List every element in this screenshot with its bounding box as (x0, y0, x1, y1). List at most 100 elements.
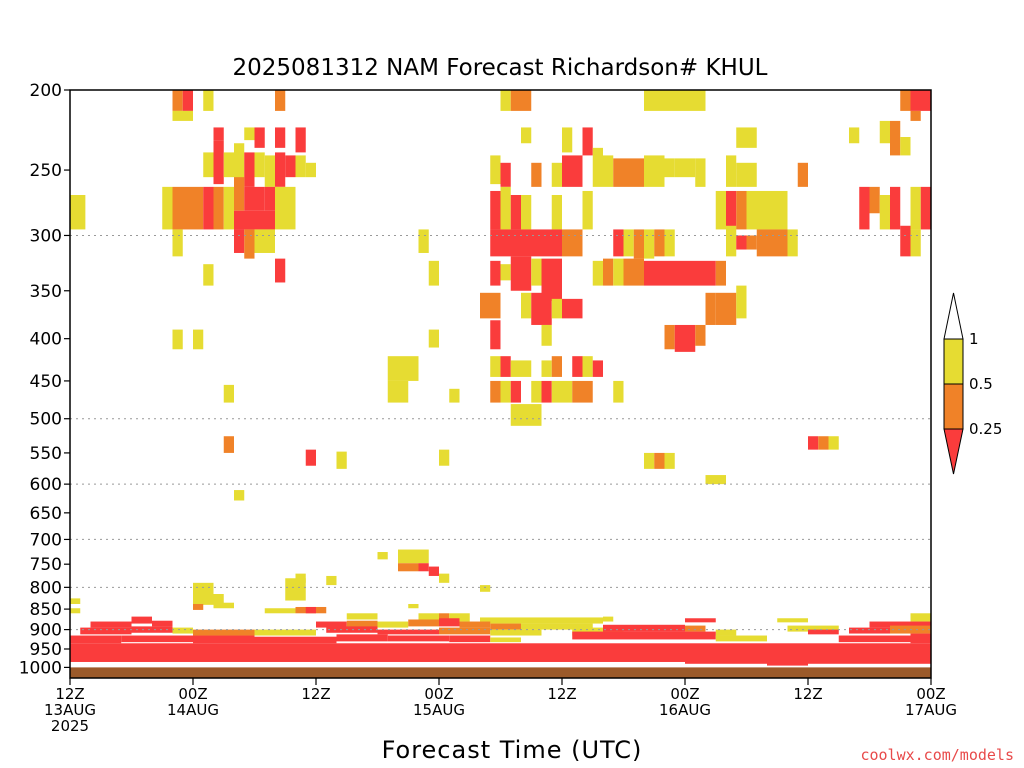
ri-cell (244, 152, 255, 187)
ri-cell (910, 633, 931, 644)
x-tick-label: 15AUG (413, 701, 465, 719)
ri-cell (70, 635, 122, 644)
ri-cell (480, 585, 491, 592)
ri-cell (152, 620, 173, 627)
ri-cell (572, 356, 583, 377)
ri-cell (695, 158, 706, 187)
ri-cell (644, 452, 655, 469)
ri-cell (285, 155, 296, 178)
ri-cell (592, 360, 603, 377)
ri-cell (787, 229, 798, 257)
ri-cell (644, 260, 716, 286)
ri-cell (777, 618, 808, 623)
ri-cell (736, 285, 747, 319)
ri-cell (275, 127, 286, 148)
ri-cell (603, 155, 614, 187)
ri-cell (685, 618, 716, 623)
ri-cell (490, 629, 542, 636)
ri-cell (685, 655, 798, 664)
ri-cell (654, 229, 665, 257)
ri-cell (172, 229, 183, 257)
y-tick-label: 200 (30, 81, 62, 101)
ri-cell (808, 645, 931, 664)
ri-cell (736, 235, 747, 250)
ri-cell (398, 563, 419, 572)
legend-tick-label: 0.5 (969, 375, 993, 393)
ri-cell (213, 602, 234, 609)
ri-cell (695, 324, 706, 346)
ri-cell (203, 90, 214, 111)
ri-cell (582, 190, 593, 230)
ri-cell (254, 229, 275, 253)
ri-cell (439, 627, 491, 635)
x-tick-label: 00Z (178, 685, 207, 703)
ri-cell (234, 229, 245, 253)
ri-cell (910, 613, 931, 622)
ri-cell (121, 635, 193, 643)
ri-cell (418, 563, 429, 572)
legend-swatch-orange (943, 383, 964, 430)
legend-tick-label: 0.25 (969, 420, 1002, 438)
ri-cell (603, 624, 685, 632)
ri-cell (890, 120, 901, 156)
ri-cell (572, 627, 624, 636)
ri-cell (377, 621, 409, 628)
ri-cell (264, 186, 275, 211)
ri-cell (439, 613, 450, 620)
ri-cell (849, 627, 890, 634)
ri-cell (193, 603, 204, 610)
ri-cell (264, 608, 296, 614)
ri-cell (234, 143, 245, 187)
ri-cell (459, 621, 491, 628)
ri-cell (254, 127, 265, 148)
ri-cell (275, 186, 296, 230)
ri-cell (562, 623, 593, 630)
ri-cell (705, 292, 716, 325)
ri-cell (541, 324, 552, 346)
legend-tip-low (943, 428, 964, 475)
ri-cell (203, 264, 214, 286)
ri-cell (613, 158, 644, 187)
ri-cell (346, 613, 378, 620)
color-legend: 1 0.5 0.25 (943, 292, 1002, 475)
ri-cell (223, 186, 234, 230)
ri-cell (603, 258, 614, 286)
ri-cell (582, 127, 593, 156)
ri-cell (490, 320, 501, 350)
ri-cell (633, 229, 644, 259)
ri-cell (674, 324, 696, 352)
ri-cell (500, 380, 511, 403)
ri-cell (572, 380, 583, 403)
ground-surface (70, 667, 931, 678)
ri-cell (572, 631, 716, 640)
y-tick-label: 450 (30, 372, 62, 392)
y-tick-label: 950 (30, 640, 62, 660)
ri-cell (541, 380, 552, 403)
ri-cell (490, 380, 501, 403)
ri-cell (767, 658, 808, 666)
ri-cell (490, 637, 521, 643)
y-tick-label: 500 (30, 410, 62, 430)
ri-cell (203, 152, 214, 178)
ri-cell (275, 90, 286, 111)
ri-cell (213, 186, 224, 230)
ri-cell (490, 155, 501, 185)
ri-cell (70, 598, 81, 604)
ri-cell (500, 90, 511, 111)
ri-cell (203, 186, 214, 230)
y-tick-label: 800 (30, 578, 62, 598)
ri-cell (603, 616, 614, 622)
ri-cell (521, 623, 562, 630)
legend-tip-high (943, 292, 964, 340)
ri-cell (500, 264, 511, 281)
ri-cell (254, 636, 337, 644)
ri-cell (808, 436, 819, 450)
ri-cell (254, 629, 316, 636)
ri-cell (490, 229, 562, 257)
x-tick-label: 12Z (793, 685, 822, 703)
ri-cell (428, 566, 439, 576)
ri-cell (531, 292, 552, 325)
ri-cell (849, 127, 860, 144)
x-tick-label: 16AUG (659, 701, 711, 719)
ri-cell (715, 260, 726, 286)
